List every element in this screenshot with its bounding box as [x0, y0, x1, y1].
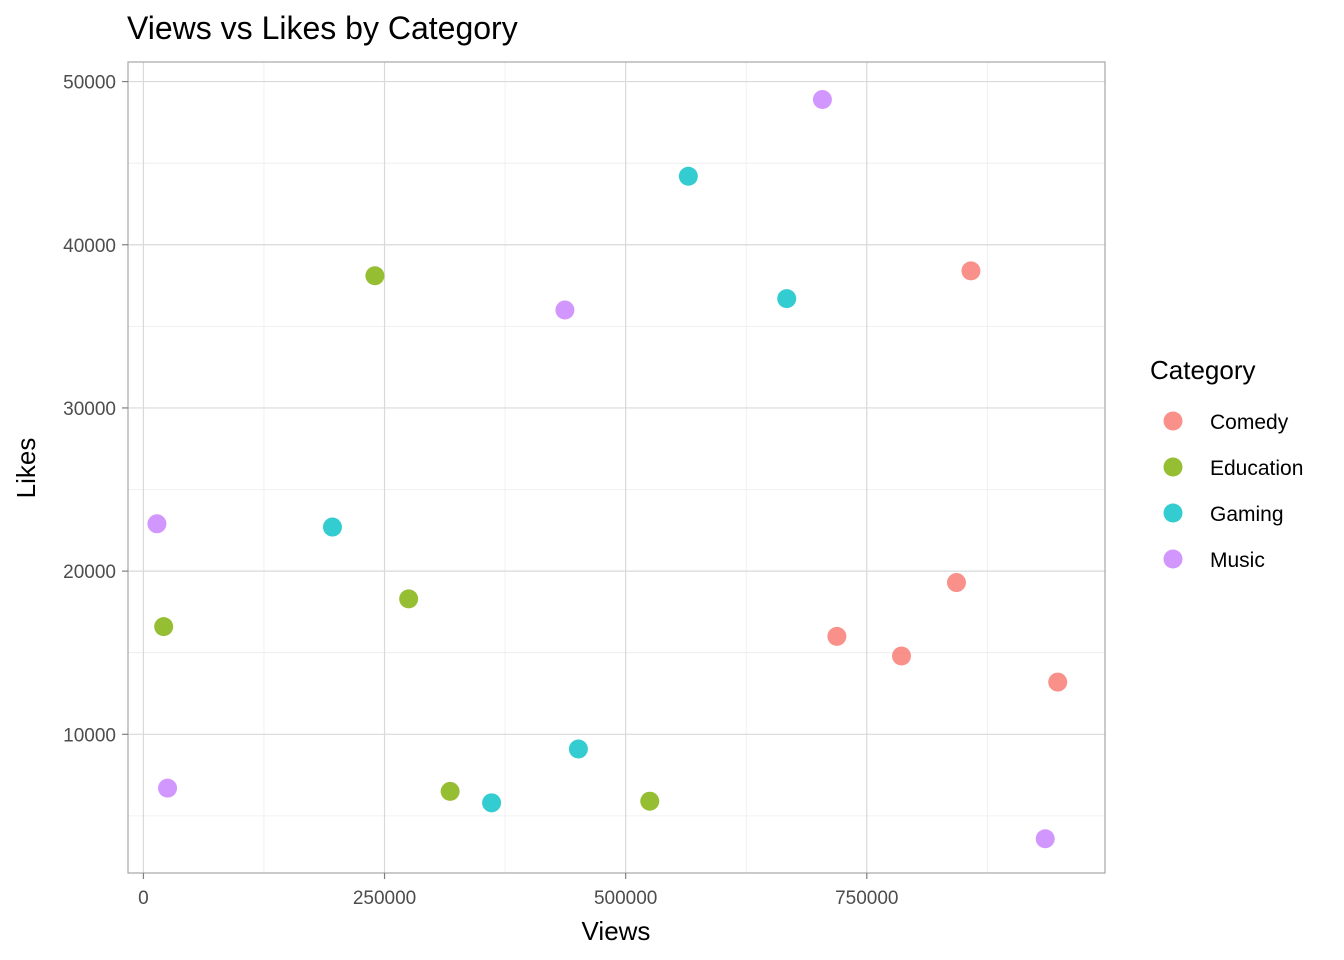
y-tick-label: 30000 [63, 399, 116, 420]
legend-key-comedy [1163, 411, 1183, 431]
y-axis-title: Likes [11, 438, 41, 499]
x-tick-label: 0 [138, 888, 149, 909]
x-tick-label: 500000 [594, 888, 657, 909]
data-point-education [399, 589, 419, 609]
data-point-comedy [827, 626, 847, 646]
data-point-education [440, 781, 460, 801]
data-point-gaming [777, 289, 797, 309]
data-point-comedy [891, 646, 911, 666]
data-point-gaming [678, 166, 698, 186]
plot-panel [127, 61, 1106, 874]
chart-title: Views vs Likes by Category [127, 10, 518, 46]
data-points [147, 90, 1068, 849]
legend-key-music [1163, 549, 1183, 569]
legend-label-education: Education [1210, 457, 1303, 480]
x-axis-title: Views [582, 916, 651, 946]
axis-ticks: 0 250000 500000 750000 10000 20000 30000 40000 5… [63, 73, 898, 909]
data-point-gaming [568, 739, 588, 759]
x-tick-label: 750000 [835, 888, 898, 909]
legend-key-education [1163, 457, 1183, 477]
y-tick-label: 50000 [63, 73, 116, 94]
data-point-comedy [946, 573, 966, 593]
legend-title: Category [1150, 355, 1256, 385]
data-point-gaming [322, 517, 342, 537]
legend-label-music: Music [1210, 549, 1265, 572]
data-point-education [640, 791, 660, 811]
x-tick-label: 250000 [353, 888, 416, 909]
y-tick-label: 40000 [63, 236, 116, 257]
data-point-music [147, 514, 167, 534]
data-point-comedy [961, 261, 981, 281]
legend-label-gaming: Gaming [1210, 503, 1284, 526]
data-point-music [1035, 829, 1055, 849]
legend-label-comedy: Comedy [1210, 411, 1289, 434]
data-point-education [154, 617, 174, 637]
y-tick-label: 20000 [63, 562, 116, 583]
data-point-gaming [482, 793, 502, 813]
grid-lines [128, 62, 1105, 873]
legend-key-gaming [1163, 503, 1183, 523]
data-point-comedy [1048, 672, 1068, 692]
data-point-music [812, 90, 832, 110]
data-point-music [555, 300, 575, 320]
y-tick-label: 10000 [63, 725, 116, 746]
legend: Category Comedy Education Gaming Music [1150, 355, 1303, 572]
data-point-education [365, 266, 385, 286]
data-point-music [158, 778, 178, 798]
